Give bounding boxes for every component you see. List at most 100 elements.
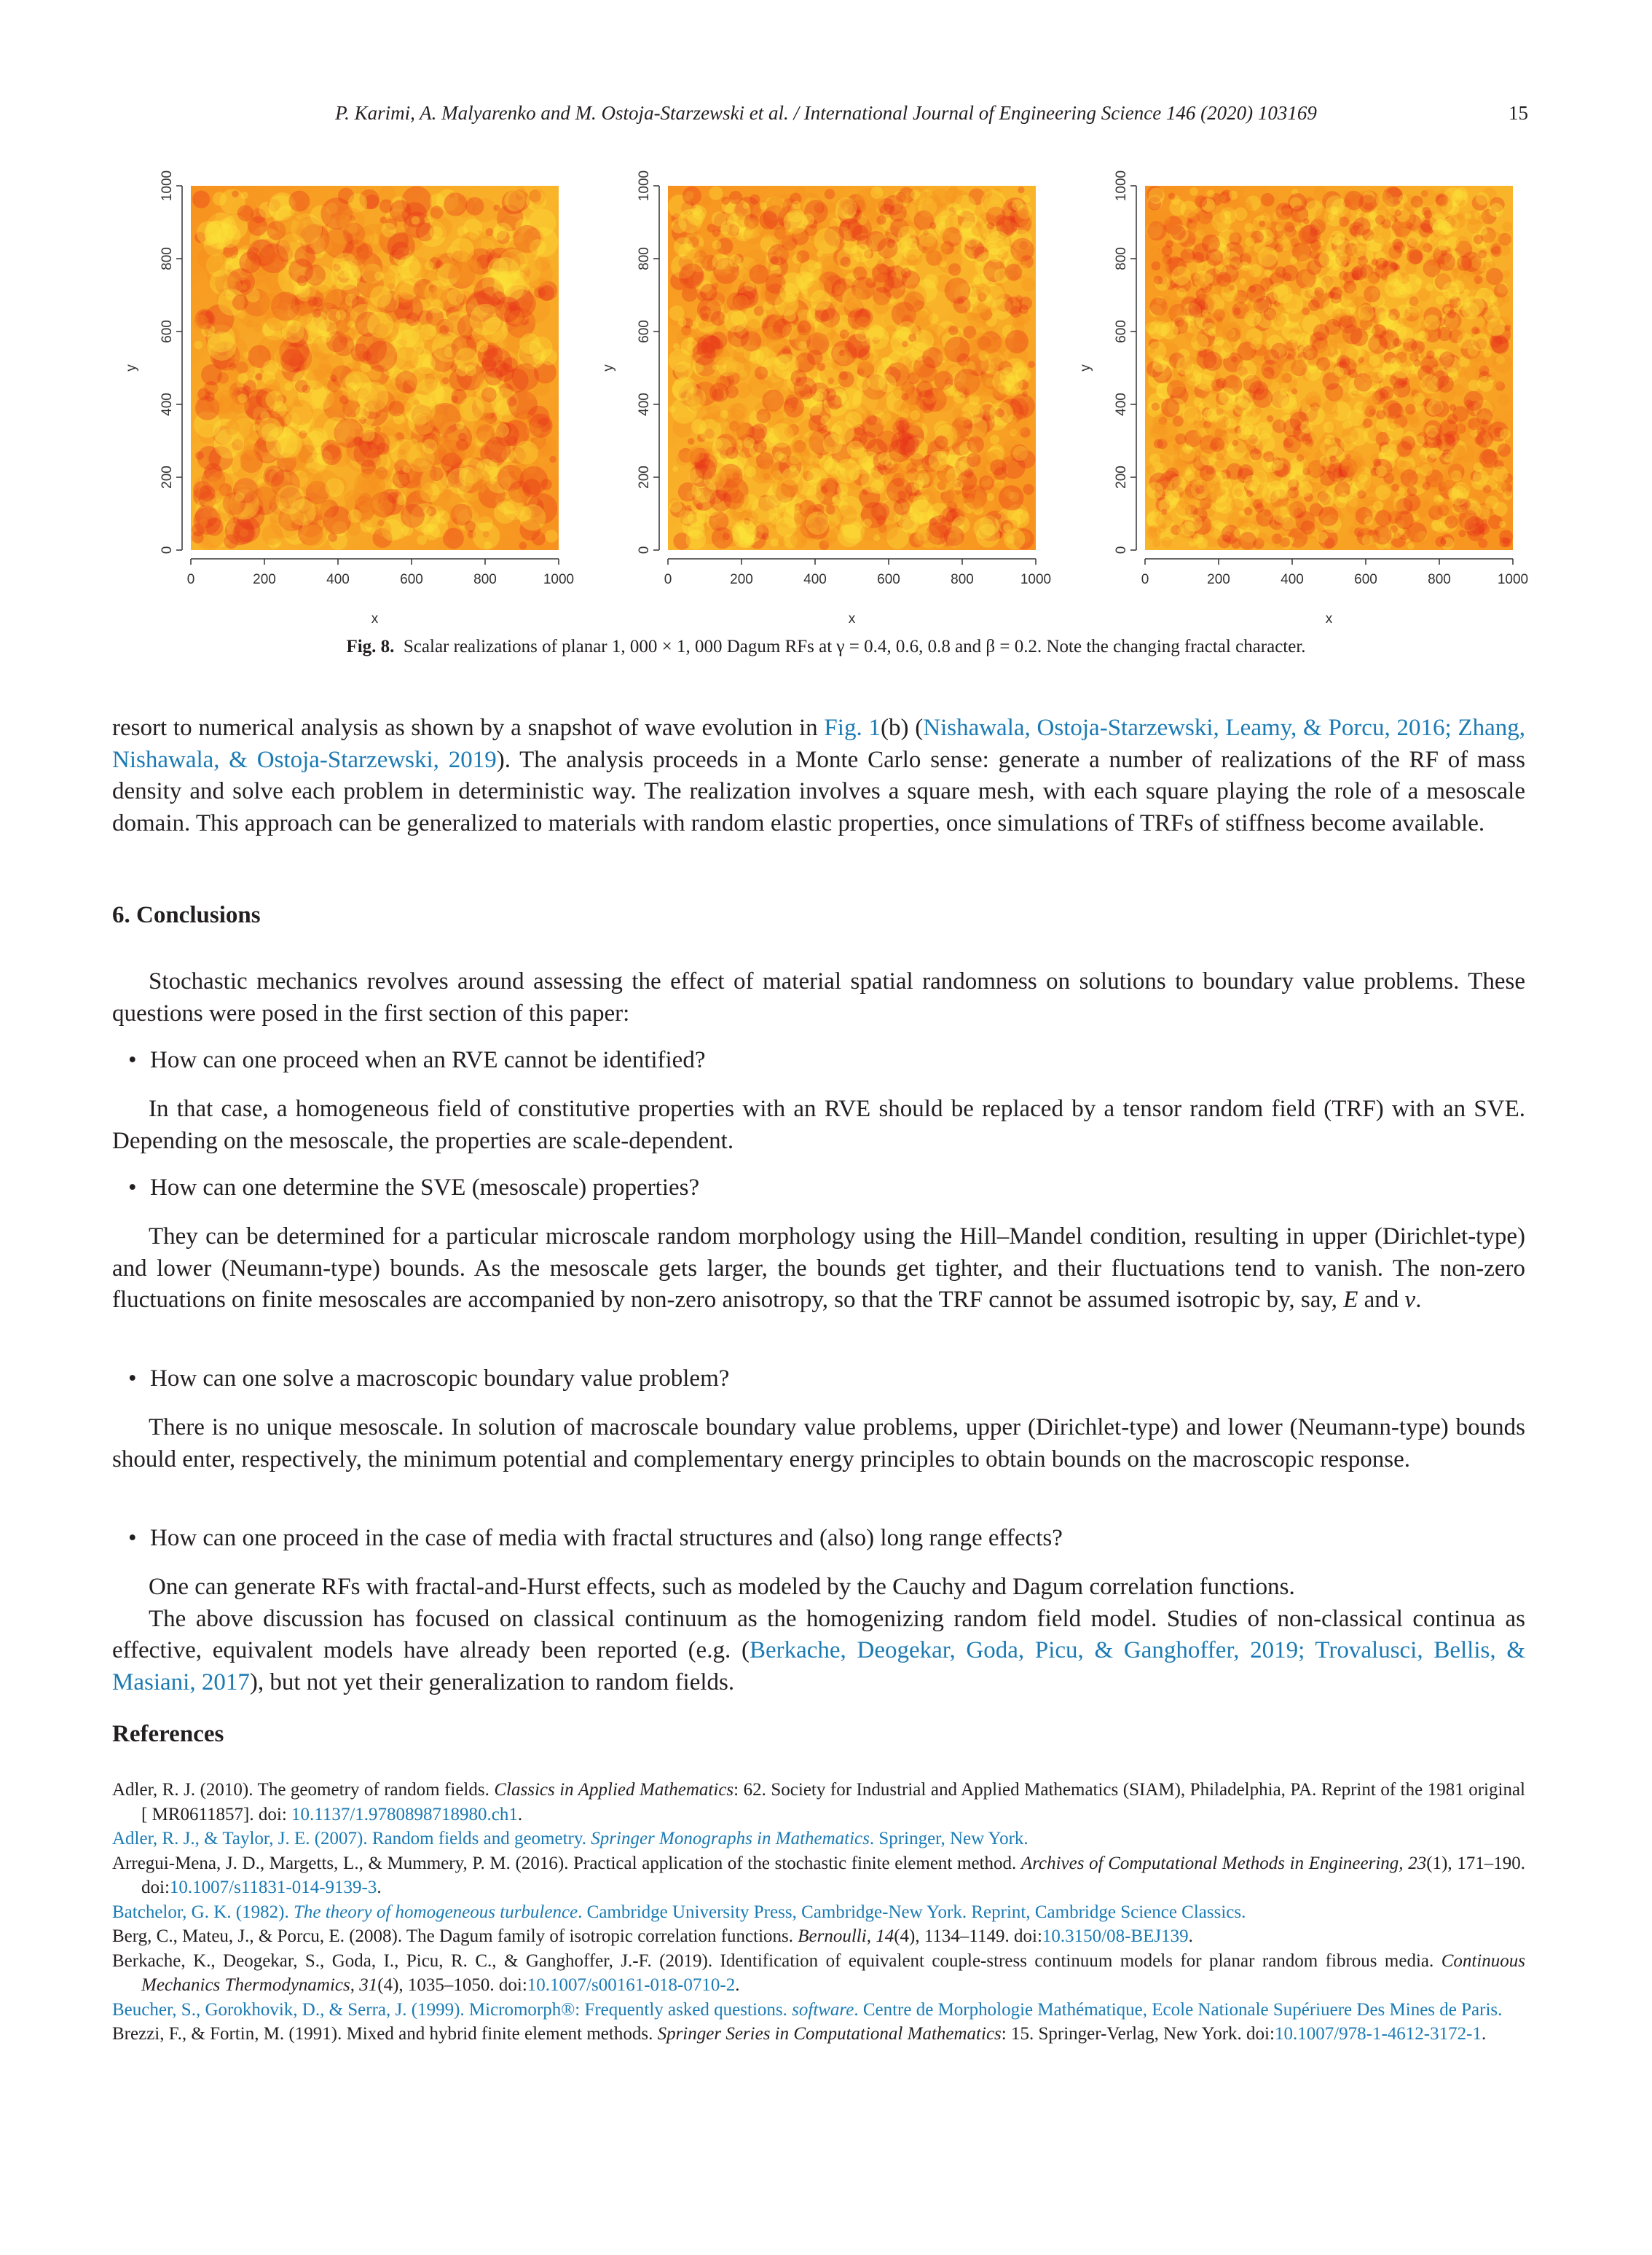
caption-text: Scalar realizations of planar 1, 000 × 1…	[403, 637, 1306, 656]
y-tick-label: 1000	[637, 170, 652, 201]
x-tick-label: 800	[1428, 572, 1451, 587]
y-tick-label: 400	[637, 393, 652, 416]
reference-item[interactable]: Beucher, S., Gorokhovik, D., & Serra, J.…	[112, 1999, 1503, 2020]
bullet-dot: •	[128, 1047, 137, 1073]
reference-item: Berkache, K., Deogekar, S., Goda, I., Pi…	[112, 1950, 1525, 1996]
bullet-q4: • How can one proceed in the case of medi…	[128, 1525, 1063, 1552]
closing-text: The above discussion has focused on clas…	[112, 1605, 1525, 1664]
bullet-dot: •	[128, 1365, 137, 1392]
axes	[658, 186, 1036, 560]
plot-gamma-08: 0 200 400 600 800 1000 0 200 400 600 800 1000 x y	[1063, 164, 1544, 630]
doi-link[interactable]: 10.1007/s00161-018-0710-2	[527, 1975, 736, 1995]
y-tick-label: 600	[1114, 320, 1129, 343]
plot-gamma-06: 0 200 400 600 800 1000 0 200 400 600 800 1000 x y	[586, 164, 1067, 630]
x-tick-label: 1000	[543, 572, 574, 587]
question-2: How can one determine the SVE (mesoscale…	[150, 1174, 700, 1201]
x-tick-label: 0	[187, 572, 195, 587]
answer-4: One can generate RFs with fractal-and-Hu…	[112, 1572, 1525, 1698]
answer-2: They can be determined for a particular …	[112, 1221, 1525, 1317]
y-tick-label: 200	[1114, 466, 1129, 489]
question-3: How can one solve a macroscopic boundary…	[150, 1365, 730, 1392]
answer-1-text: In that case, a homogeneous field of con…	[112, 1096, 1525, 1154]
y-tick-label: 600	[160, 320, 175, 343]
figure-8: 0 200 400 600 800 1000 0 200 400 600 800 1000 x y 0 20…	[109, 164, 1544, 630]
x-tick-label: 200	[253, 572, 276, 587]
axes	[181, 186, 559, 560]
x-tick-label: 1000	[1020, 572, 1051, 587]
y-axis-label: y	[124, 364, 139, 372]
y-tick-label: 200	[637, 466, 652, 489]
doi-link[interactable]: 10.1137/1.9780898718980.ch1	[291, 1804, 518, 1824]
y-tick-label: 800	[1114, 247, 1129, 270]
x-tick-label: 800	[951, 572, 974, 587]
fig1-link[interactable]: Fig. 1	[824, 715, 881, 741]
y-axis-label: y	[601, 364, 616, 372]
intro-text: Stochastic mechanics revolves around ass…	[112, 968, 1525, 1027]
citation-link-nishawala[interactable]: Nishawala, Ostoja-Starzewski, Leamy, & P…	[112, 715, 1525, 773]
x-tick-label: 400	[326, 572, 350, 587]
x-tick-label: 600	[877, 572, 900, 587]
y-tick-label: 1000	[160, 170, 175, 201]
reference-list: Adler, R. J. (2010). The geometry of ran…	[112, 1778, 1525, 2047]
reference-item: Berg, C., Mateu, J., & Porcu, E. (2008).…	[112, 1926, 1193, 1946]
figure-caption: Fig. 8. Scalar realizations of planar 1,…	[0, 637, 1652, 657]
answer-1: In that case, a homogeneous field of con…	[112, 1094, 1525, 1157]
references-heading: References	[112, 1721, 224, 1747]
heatmap	[1145, 186, 1513, 550]
answer-3-text: There is no unique mesoscale. In solutio…	[112, 1414, 1525, 1472]
axes	[1136, 186, 1513, 560]
bullet-dot: •	[128, 1525, 137, 1551]
x-tick-label: 400	[803, 572, 827, 587]
y-axis-label: y	[1078, 364, 1093, 372]
running-header: P. Karimi, A. Malyarenko and M. Ostoja-S…	[0, 99, 1652, 131]
reference-item[interactable]: Batchelor, G. K. (1982). The theory of h…	[112, 1902, 1246, 1922]
bullet-q1: • How can one proceed when an RVE cannot …	[128, 1047, 705, 1074]
x-axis-label: x	[371, 611, 379, 627]
y-tick-label: 1000	[1114, 170, 1129, 201]
x-tick-label: 0	[1141, 572, 1149, 587]
x-tick-label: 200	[1207, 572, 1230, 587]
answer-3: There is no unique mesoscale. In solutio…	[112, 1412, 1525, 1475]
x-tick-label: 1000	[1498, 572, 1528, 587]
y-tick-label: 800	[160, 247, 175, 270]
plot-gamma-04-svg: 0 200 400 600 800 1000 0 200 400 600 800 1000 x y	[124, 170, 574, 627]
section-heading-conclusions: 6. Conclusions	[112, 902, 261, 928]
bullet-q3: • How can one solve a macroscopic boundar…	[128, 1365, 729, 1392]
conclusions-intro: Stochastic mechanics revolves around ass…	[112, 966, 1525, 1030]
x-tick-label: 800	[473, 572, 497, 587]
page-number: 15	[1509, 102, 1528, 124]
y-tick-label: 600	[637, 320, 652, 343]
doi-link[interactable]: 10.1007/s11831-014-9139-3	[169, 1878, 377, 1897]
doi-link[interactable]: 10.3150/08-BEJ139	[1042, 1926, 1189, 1946]
plot-gamma-08-svg: 0 200 400 600 800 1000 0 200 400 600 800 1000 x y	[1078, 170, 1528, 627]
x-tick-label: 600	[400, 572, 423, 587]
y-tick-label: 400	[1114, 393, 1129, 416]
caption-label: Fig. 8.	[346, 637, 395, 656]
citation-link-berkache[interactable]: Berkache, Deogekar, Goda, Picu, & Gangho…	[112, 1637, 1525, 1695]
bullet-q2: • How can one determine the SVE (mesoscal…	[128, 1174, 699, 1201]
heatmap	[191, 186, 559, 550]
question-1: How can one proceed when an RVE cannot b…	[150, 1047, 706, 1073]
x-tick-label: 0	[664, 572, 672, 587]
y-tick-label: 0	[1114, 546, 1129, 554]
x-axis-label: x	[849, 611, 856, 627]
reference-item[interactable]: Adler, R. J., & Taylor, J. E. (2007). Ra…	[112, 1829, 1028, 1848]
para1-text-end: ). The analysis proceeds in a Monte Carl…	[112, 746, 1525, 836]
paragraph-wave-evolution: resort to numerical analysis as shown by…	[112, 713, 1525, 839]
question-4: How can one proceed in the case of media…	[150, 1525, 1063, 1551]
symbol-E: E	[1343, 1287, 1358, 1313]
x-axis-label: x	[1326, 611, 1333, 627]
para1-text-mid: (b) (	[880, 715, 924, 741]
y-tick-label: 200	[160, 466, 175, 489]
plot-gamma-06-svg: 0 200 400 600 800 1000 0 200 400 600 800 1000 x y	[601, 170, 1051, 627]
para1-text: resort to numerical analysis as shown by…	[112, 715, 825, 741]
doi-link[interactable]: 10.1007/978-1-4612-3172-1	[1274, 2024, 1482, 2044]
y-tick-label: 0	[637, 546, 652, 554]
heatmap	[668, 186, 1036, 550]
x-tick-label: 200	[730, 572, 753, 587]
symbol-nu: ν	[1404, 1287, 1416, 1313]
y-tick-label: 0	[160, 546, 175, 554]
closing-text-end: ), but not yet their generalization to r…	[249, 1668, 735, 1695]
reference-item: Brezzi, F., & Fortin, M. (1991). Mixed a…	[112, 2024, 1487, 2044]
